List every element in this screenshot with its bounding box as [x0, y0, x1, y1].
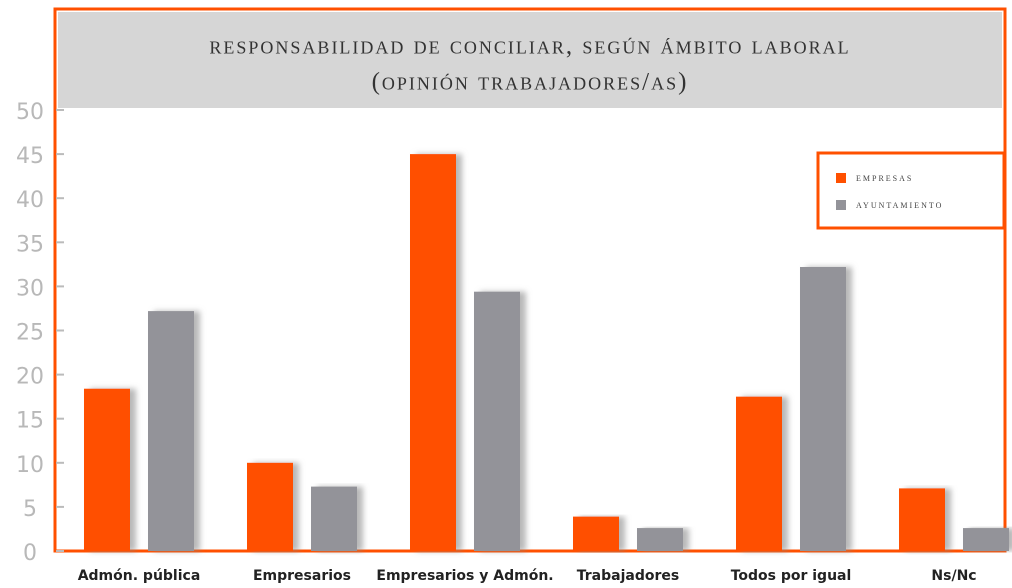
x-tick-label: Todos por igual [731, 568, 852, 584]
bar [474, 291, 520, 551]
legend-swatch [836, 173, 846, 183]
y-tick-label: 35 [16, 232, 44, 257]
bar [637, 528, 683, 551]
y-tick-label: 20 [16, 365, 44, 390]
bar [800, 266, 846, 551]
bar [736, 396, 782, 551]
x-tick-label: Trabajadores [577, 568, 679, 584]
chart-subtitle: (opinión trabajadores/as) [372, 69, 689, 96]
bar [148, 311, 194, 551]
y-tick-label: 40 [16, 188, 44, 213]
bar [84, 388, 130, 551]
y-tick-label: 5 [23, 497, 37, 522]
y-tick-label: 30 [16, 276, 44, 301]
y-tick-label: 15 [16, 409, 44, 434]
bar [247, 462, 293, 551]
y-tick-label: 0 [23, 541, 37, 566]
legend-label: empresas [856, 170, 913, 184]
bar [410, 154, 456, 551]
chart-title: responsabilidad de conciliar, según ámbi… [209, 33, 850, 60]
legend-label: ayuntamiento [856, 197, 943, 211]
legend-box [816, 151, 1006, 230]
title-band [58, 12, 1002, 108]
x-tick-label: Empresarios [253, 568, 351, 584]
x-tick-label: Admón. pública [78, 568, 201, 584]
y-tick-label: 50 [16, 100, 44, 125]
x-tick-label: Ns/Nc [931, 568, 976, 584]
bar [573, 516, 619, 551]
bar [963, 528, 1009, 551]
bar [311, 486, 357, 551]
bar [899, 488, 945, 551]
y-tick-label: 45 [16, 144, 44, 169]
y-tick-label: 25 [16, 321, 44, 346]
x-tick-label: Empresarios y Admón. [376, 568, 553, 584]
y-tick-label: 10 [16, 453, 44, 478]
legend-swatch [836, 200, 846, 210]
